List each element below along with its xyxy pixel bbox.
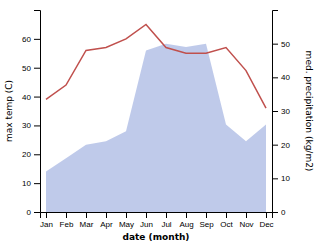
axis-line [41, 213, 273, 219]
tick-label: Feb [60, 220, 74, 229]
tick-label: Jul [161, 220, 171, 229]
tick-mark [272, 212, 278, 213]
axis-line [34, 11, 41, 213]
tick: 50 [22, 64, 40, 73]
tick: Sep [199, 212, 214, 229]
tick: Jun [140, 212, 153, 229]
marks [46, 24, 266, 212]
tick: Nov [239, 212, 253, 229]
tick-label: Mar [80, 220, 94, 229]
tick: May [119, 212, 134, 229]
tick: Dec [259, 212, 273, 229]
tick: Jul [161, 212, 171, 229]
tick: 20 [22, 150, 40, 159]
tick-label: 30 [281, 107, 290, 116]
tick: 0 [27, 208, 40, 217]
tick: Oct [220, 212, 233, 229]
tick-mark [66, 212, 67, 218]
tick-label: Jun [140, 220, 153, 229]
tick-label: 40 [281, 73, 290, 82]
y-axis-title: max temp (C) [4, 80, 14, 142]
tick-label: Sep [199, 220, 214, 229]
tick-mark [34, 125, 40, 126]
tick-mark [34, 183, 40, 184]
tick: 20 [272, 141, 290, 150]
tick: Jan [40, 212, 53, 229]
tick: 30 [22, 121, 40, 130]
line [46, 24, 266, 108]
axis-line [273, 11, 279, 213]
tick-label: 10 [281, 174, 290, 183]
tick-mark [46, 212, 47, 218]
y2-axis: 0 10 20 30 40 50 [272, 11, 290, 218]
tick-label: Jan [40, 220, 53, 229]
tick-mark [34, 154, 40, 155]
tick-mark [272, 77, 278, 78]
tick-mark [106, 212, 107, 218]
tick-label: Nov [239, 220, 253, 229]
tick-mark [34, 39, 40, 40]
tick-mark [272, 111, 278, 112]
tick: Mar [80, 212, 94, 229]
plot: Jan Feb Mar Apr May Jun Jul Aug Sep Oct Nov Dec 0 10 2… [4, 11, 314, 243]
tick-mark [266, 212, 267, 218]
tick-mark [272, 178, 278, 179]
tick-mark [272, 145, 278, 146]
tick: 0 [272, 208, 286, 217]
tick: Apr [100, 212, 113, 229]
chart: Jan Feb Mar Apr May Jun Jul Aug Sep Oct Nov Dec 0 10 2… [0, 0, 318, 246]
tick-mark [226, 212, 227, 218]
tick: Aug [179, 212, 193, 229]
tick-label: 40 [22, 93, 31, 102]
tick-label: 0 [27, 208, 32, 217]
tick-label: 20 [281, 141, 290, 150]
tick-label: 50 [22, 64, 31, 73]
tick-mark [126, 212, 127, 218]
tick-label: Aug [179, 220, 193, 229]
tick: 50 [272, 40, 290, 49]
tick-label: 20 [22, 150, 31, 159]
tick: 10 [272, 174, 290, 183]
tick-mark [272, 44, 278, 45]
tick: 30 [272, 107, 290, 116]
y2-axis-title: med. precipitation (kg/m2) [304, 51, 314, 172]
tick-label: Dec [259, 220, 273, 229]
tick-mark [146, 212, 147, 218]
area [46, 44, 266, 212]
tick-label: 10 [22, 179, 31, 188]
tick-label: 0 [281, 208, 286, 217]
tick-mark [86, 212, 87, 218]
tick: 10 [22, 179, 40, 188]
y-axis: 0 10 20 30 40 50 60 [22, 11, 40, 218]
tick-mark [34, 212, 40, 213]
tick-mark [34, 68, 40, 69]
tick-mark [246, 212, 247, 218]
tick-label: 60 [22, 35, 31, 44]
tick: 40 [22, 93, 40, 102]
tick-mark [34, 97, 40, 98]
tick-label: 30 [22, 121, 31, 130]
tick: 60 [22, 35, 40, 44]
tick: 40 [272, 73, 290, 82]
tick-label: 50 [281, 40, 290, 49]
tick: Feb [60, 212, 74, 229]
tick-label: Oct [220, 220, 233, 229]
tick-mark [206, 212, 207, 218]
tick-mark [166, 212, 167, 218]
tick-label: May [119, 220, 134, 229]
tick-label: Apr [100, 220, 113, 229]
tick-mark [186, 212, 187, 218]
x-axis: Jan Feb Mar Apr May Jun Jul Aug Sep Oct Nov Dec [40, 212, 274, 229]
x-axis-title: date (month) [123, 232, 190, 242]
